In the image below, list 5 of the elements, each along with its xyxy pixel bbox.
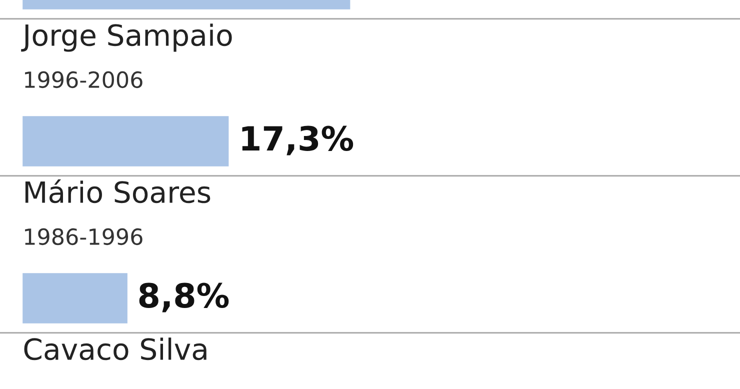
data-label: 17,3%	[242, 126, 354, 156]
y-tick-label: Mário Soares 1986-1996	[25, 179, 210, 246]
y-tick-label: Cavaco Silva	[24, 338, 206, 360]
data-label: 8,8%	[139, 282, 229, 312]
y-tick-label: Jorge Sampaio 1996-2006	[21, 24, 232, 88]
